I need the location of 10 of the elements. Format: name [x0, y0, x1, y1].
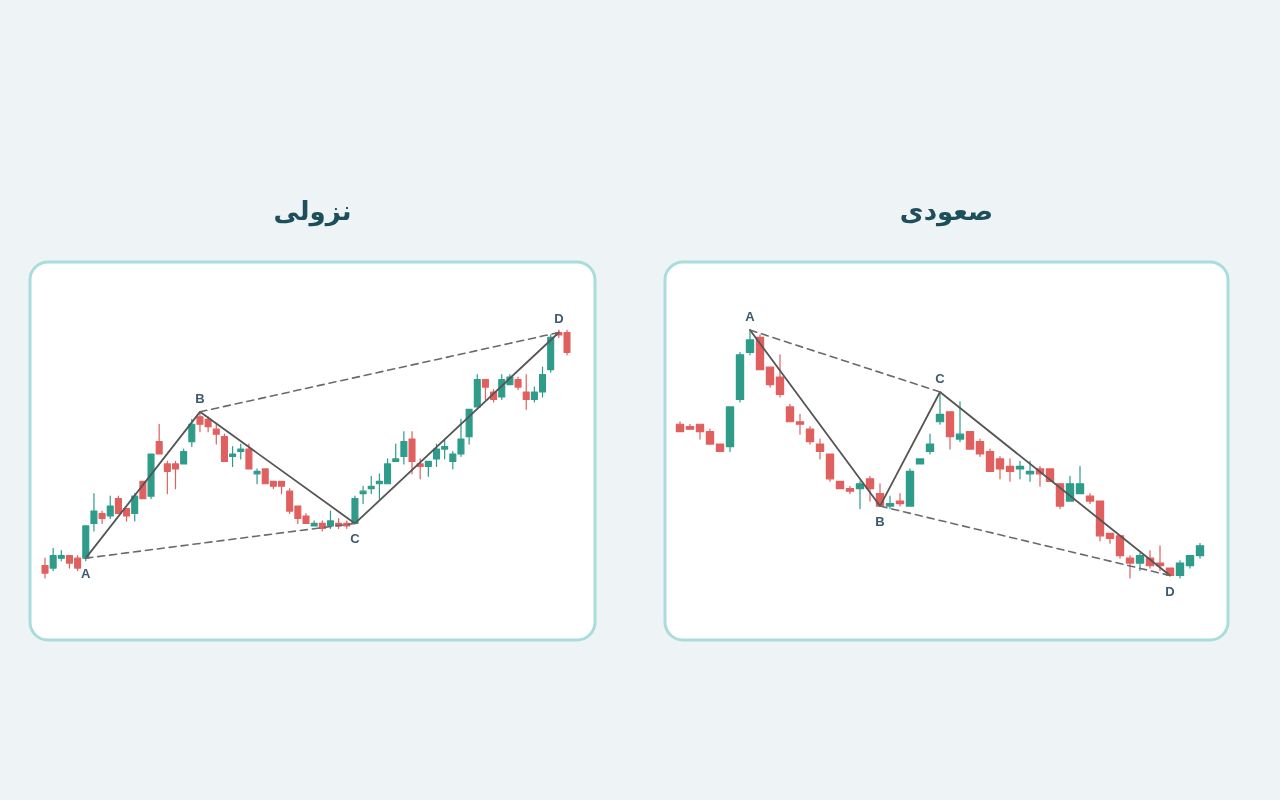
text: D [554, 311, 564, 327]
annotation: B [875, 514, 885, 530]
chart-title: صعودی [899, 196, 994, 227]
annotation: B [195, 390, 205, 406]
annotation: C [935, 371, 946, 386]
annotation: C [350, 531, 361, 547]
text: D [1165, 583, 1175, 599]
chart-title: نزولی [273, 196, 352, 227]
annotation: A [81, 566, 92, 582]
text: A [745, 309, 756, 324]
